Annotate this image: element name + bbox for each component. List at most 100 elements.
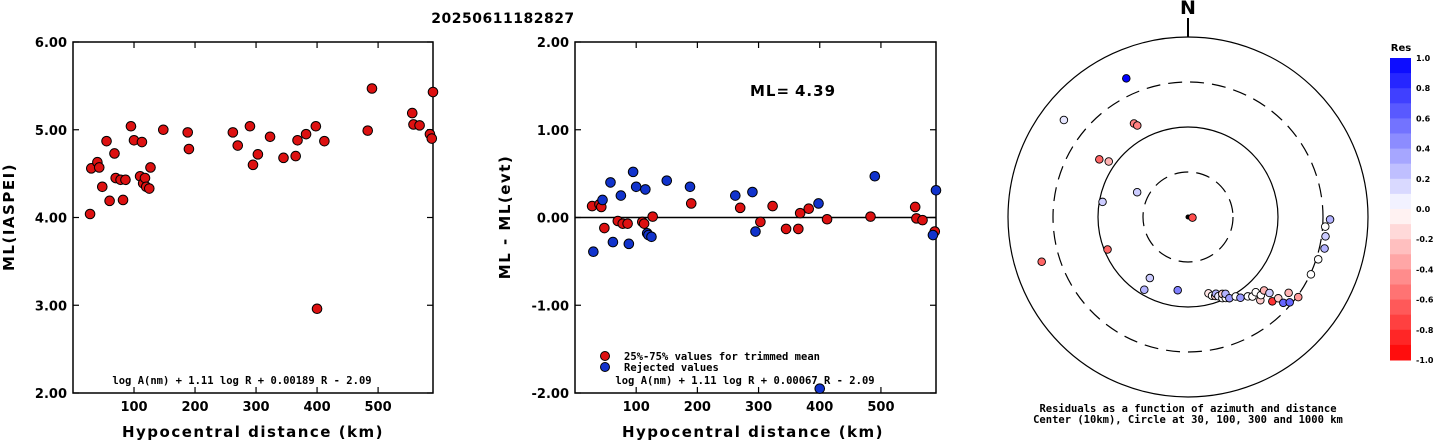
colorbar-tick-label: -0.4	[1416, 265, 1434, 274]
station-residual-point	[1173, 285, 1182, 295]
magnitude-plot-frame	[72, 41, 434, 394]
station-point	[101, 135, 112, 147]
colorbar-cell	[1390, 224, 1411, 240]
colorbar-tick-label: 0.4	[1416, 145, 1431, 154]
station-residual-point	[1320, 244, 1329, 253]
legend-marker-trimmed	[600, 351, 610, 361]
colorbar-cell	[1390, 73, 1411, 89]
rejected-point	[730, 190, 741, 201]
colorbar-cell	[1390, 299, 1411, 316]
polar-caption-line1: Residuals as a function of azimuth and d…	[1039, 403, 1336, 415]
colorbar-tick-label: -0.8	[1416, 326, 1434, 335]
x-tick-label: 400	[303, 400, 330, 415]
ml-label: ML=	[750, 82, 790, 100]
station-residual-point	[1037, 257, 1046, 266]
colorbar-tick-label: 0.8	[1416, 84, 1431, 93]
azimuth-panel: N Residuals as a function of azimuth and…	[1007, 0, 1369, 426]
station-residual-point	[1145, 273, 1155, 283]
x-tick-label: 400	[806, 400, 833, 415]
magnitude-x-ticks: 100 200 300 400 500	[120, 42, 392, 415]
rejected-point	[869, 170, 881, 182]
x-tick-label: 300	[745, 400, 772, 415]
station-point	[93, 162, 105, 173]
rejected-point	[813, 198, 824, 209]
station-residual-point	[1265, 288, 1274, 298]
rejected-point	[640, 184, 651, 195]
magnitude-x-axis-label: Hypocentral distance (km)	[122, 423, 384, 441]
accepted-point	[685, 198, 697, 209]
y-tick-label: 2.00	[537, 36, 569, 51]
accepted-point	[803, 203, 815, 215]
station-residual-point	[1188, 213, 1197, 222]
station-point	[414, 120, 425, 131]
colorbar-scale: 1.0 0.8 0.6 0.4 0.2 0.0 -0.2 -0.4 -0.6 -0.8 -1.0	[1390, 54, 1434, 365]
residual-y-axis-label: ML - ML(evt)	[496, 155, 514, 279]
figure-title: 20250611182827	[431, 11, 574, 27]
y-tick-label: 2.00	[35, 387, 67, 402]
colorbar-tick-label: 0.6	[1416, 114, 1431, 123]
colorbar-cell	[1390, 58, 1411, 74]
rejected-point	[623, 238, 635, 250]
legend-label-trimmed: 25%-75% values for trimmed mean	[624, 351, 820, 363]
accepted-point	[793, 223, 804, 235]
y-tick-label: 5.00	[35, 124, 67, 139]
station-residual-point	[1098, 197, 1107, 207]
ring-300km	[1052, 81, 1324, 353]
colorbar-cell	[1390, 178, 1411, 195]
colorbar-cell	[1390, 88, 1411, 104]
residual-y-ticks: -2.00 -1.00 0.00 1.00 2.00	[532, 36, 936, 402]
station-point	[117, 194, 129, 206]
station-residuals	[1037, 74, 1335, 308]
rejected-point	[747, 186, 758, 198]
station-point	[96, 181, 108, 193]
station-point	[278, 152, 289, 164]
colorbar-tick-label: -0.6	[1416, 296, 1434, 305]
station-point	[406, 107, 418, 119]
rejected-point	[661, 175, 673, 186]
y-tick-label: 0.00	[537, 212, 569, 227]
station-point	[264, 131, 276, 143]
accepted-point	[755, 216, 766, 228]
colorbar-tick-label: 0.2	[1416, 175, 1430, 184]
station-residual-point	[1313, 255, 1323, 264]
colorbar-cell	[1390, 284, 1411, 301]
station-residual-point	[1122, 74, 1131, 83]
rejected-point	[814, 383, 826, 394]
residual-points	[586, 166, 942, 394]
ring-30km	[1142, 171, 1234, 263]
station-point	[311, 303, 323, 315]
station-point	[290, 150, 302, 162]
station-residual-point	[1294, 292, 1303, 302]
rejected-point	[630, 181, 642, 193]
station-residual-point	[1103, 245, 1112, 254]
colorbar-tick-label: -0.2	[1416, 235, 1434, 244]
station-point	[227, 127, 239, 138]
rejected-point	[597, 194, 608, 206]
colorbar-cell	[1390, 269, 1411, 285]
accepted-point	[734, 202, 746, 214]
station-point	[182, 127, 194, 138]
station-residual-point	[1284, 288, 1293, 298]
station-point	[252, 149, 264, 160]
station-point	[427, 86, 439, 98]
station-point	[362, 125, 374, 136]
accepted-point	[647, 211, 659, 222]
rejected-point	[615, 190, 627, 201]
station-point	[366, 83, 378, 94]
rejected-point	[588, 246, 599, 258]
magnitude-points	[84, 83, 439, 315]
rejected-point	[927, 229, 939, 241]
station-point	[319, 135, 330, 147]
y-tick-label: 3.00	[35, 299, 67, 314]
polar-caption-line2: Center (10km), Circle at 30, 100, 300 an…	[1033, 414, 1343, 426]
y-tick-label: 1.00	[537, 124, 569, 139]
y-tick-label: -2.00	[532, 387, 569, 402]
x-tick-label: 200	[684, 400, 711, 415]
y-tick-label: 6.00	[35, 36, 67, 51]
x-tick-label: 500	[867, 400, 894, 415]
station-point	[426, 133, 438, 144]
colorbar-cell	[1390, 193, 1411, 210]
station-residual-point	[1320, 222, 1330, 231]
ring-100km	[1097, 126, 1279, 308]
